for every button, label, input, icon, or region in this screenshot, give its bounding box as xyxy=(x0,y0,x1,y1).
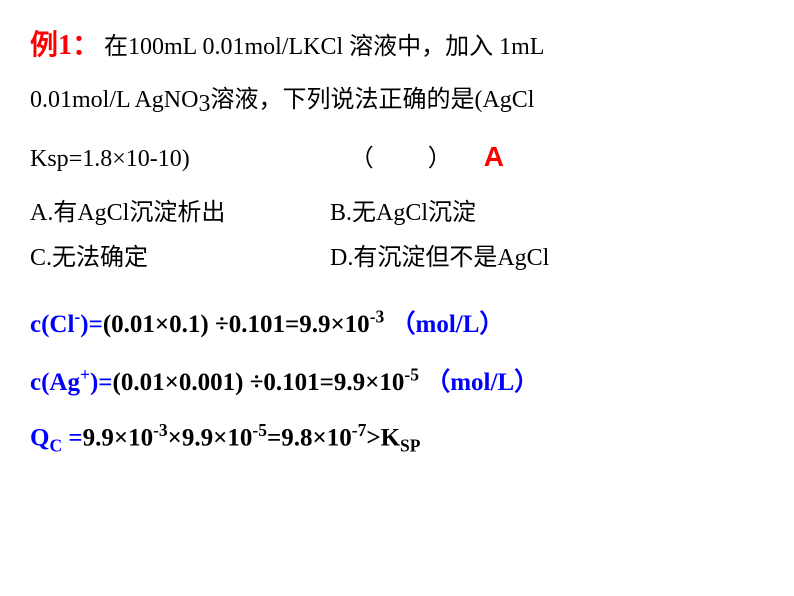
calc3-qc: C xyxy=(49,436,62,456)
question-text-1: 在100mL 0.01mol/LKCl 溶液中，加入 1mL xyxy=(104,34,544,60)
calc2-eq: )= xyxy=(90,369,113,396)
question-line-1: 例1： 在100mL 0.01mol/LKCl 溶液中，加入 1mL xyxy=(30,24,764,69)
calc3-ksp: SP xyxy=(400,436,420,456)
ksp-sup: -10 xyxy=(150,140,182,178)
calc1-unit: （mol/L） xyxy=(384,311,504,338)
ksp-eq: =1.8×10 xyxy=(69,140,150,178)
calc-line-3: QC =9.9×10-3×9.9×10-5=9.8×10-7>KSP xyxy=(30,420,764,456)
calc3-e3: -7 xyxy=(352,420,367,440)
option-c: C.无法确定 xyxy=(30,237,330,272)
options-container: A.有AgCl沉淀析出 B.无AgCl沉淀 C.无法确定 D.有沉淀但不是AgC… xyxy=(30,192,764,282)
option-b: B.无AgCl沉淀 xyxy=(330,192,630,227)
ksp-close: ) xyxy=(182,140,190,178)
calc2-sup-plus: + xyxy=(80,365,90,385)
calc2-cag: c(Ag xyxy=(30,369,80,396)
calc2-val: (0.01×0.001) ÷0.101=9.9×10 xyxy=(113,369,405,396)
calc3-q: Q xyxy=(30,425,49,452)
calc2-unit: （mol/L） xyxy=(419,369,539,396)
calc-line-2: c(Ag+)=(0.01×0.001) ÷0.101=9.9×10-5 （mol… xyxy=(30,362,764,398)
question-line-2: 0.01mol/L AgNO3溶液，下列说法正确的是(AgCl xyxy=(30,81,764,124)
calc-line-1: c(Cl-)=(0.01×0.1) ÷0.101=9.9×10-3 （mol/L… xyxy=(30,304,764,340)
calc3-v1: 9.9×10 xyxy=(83,425,154,452)
calc2-exp: -5 xyxy=(404,365,419,385)
question-text-2a: 0.01mol/L AgNO xyxy=(30,87,198,113)
calc3-eq: = xyxy=(62,425,83,452)
calc3-v3: =9.8×10 xyxy=(267,425,352,452)
calc3-gt: >K xyxy=(366,425,400,452)
sub-3: 3 xyxy=(198,91,210,117)
calc3-e2: -5 xyxy=(252,420,267,440)
example-label: 例1： xyxy=(30,30,100,61)
calc3-v2: ×9.9×10 xyxy=(168,425,253,452)
question-text-2b: 溶液，下列说法正确的是(AgCl xyxy=(210,87,534,113)
option-a: A.有AgCl沉淀析出 xyxy=(30,192,330,227)
calc1-ccl: c(Cl xyxy=(30,311,74,338)
question-line-3: Ksp=1.8×10-10) （ ） A xyxy=(30,135,764,180)
answer-paren: （ ） xyxy=(350,140,454,178)
calc1-eq: )= xyxy=(80,311,103,338)
calc1-val: (0.01×0.1) ÷0.101=9.9×10 xyxy=(103,311,370,338)
option-d: D.有沉淀但不是AgCl xyxy=(330,237,630,272)
calc3-e1: -3 xyxy=(153,420,168,440)
ksp-k: K xyxy=(30,140,47,178)
answer-letter: A xyxy=(484,135,504,180)
calc1-exp: -3 xyxy=(370,307,385,327)
ksp-sub: sp xyxy=(47,140,68,178)
